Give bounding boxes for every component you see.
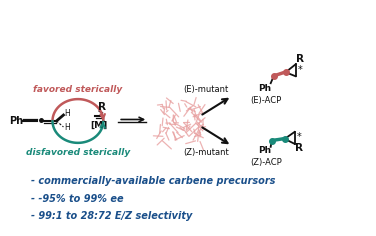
Text: *: * [297,132,302,142]
Text: disfavored sterically: disfavored sterically [26,148,130,157]
Text: Ph: Ph [258,146,271,155]
Text: *: * [298,65,303,75]
Text: - -95% to 99% ee: - -95% to 99% ee [30,194,123,203]
Text: - commercially-available carbene precursors: - commercially-available carbene precurs… [30,176,275,186]
Text: (E)-mutant: (E)-mutant [183,85,229,94]
Text: favored sterically: favored sterically [33,85,123,94]
Text: R: R [296,54,303,64]
Text: (Z)-mutant: (Z)-mutant [183,148,229,157]
Text: H: H [64,109,70,118]
Text: Ph: Ph [9,116,23,126]
Text: Ph: Ph [258,84,271,93]
Text: (Z)-ACP: (Z)-ACP [250,158,282,167]
Text: - 99:1 to 28:72 E/Z selectivity: - 99:1 to 28:72 E/Z selectivity [30,211,192,221]
Text: H: H [64,123,70,132]
Text: R: R [294,143,303,153]
Text: R: R [98,102,106,112]
Text: (E)-ACP: (E)-ACP [250,96,281,105]
Text: [M]: [M] [91,120,108,130]
